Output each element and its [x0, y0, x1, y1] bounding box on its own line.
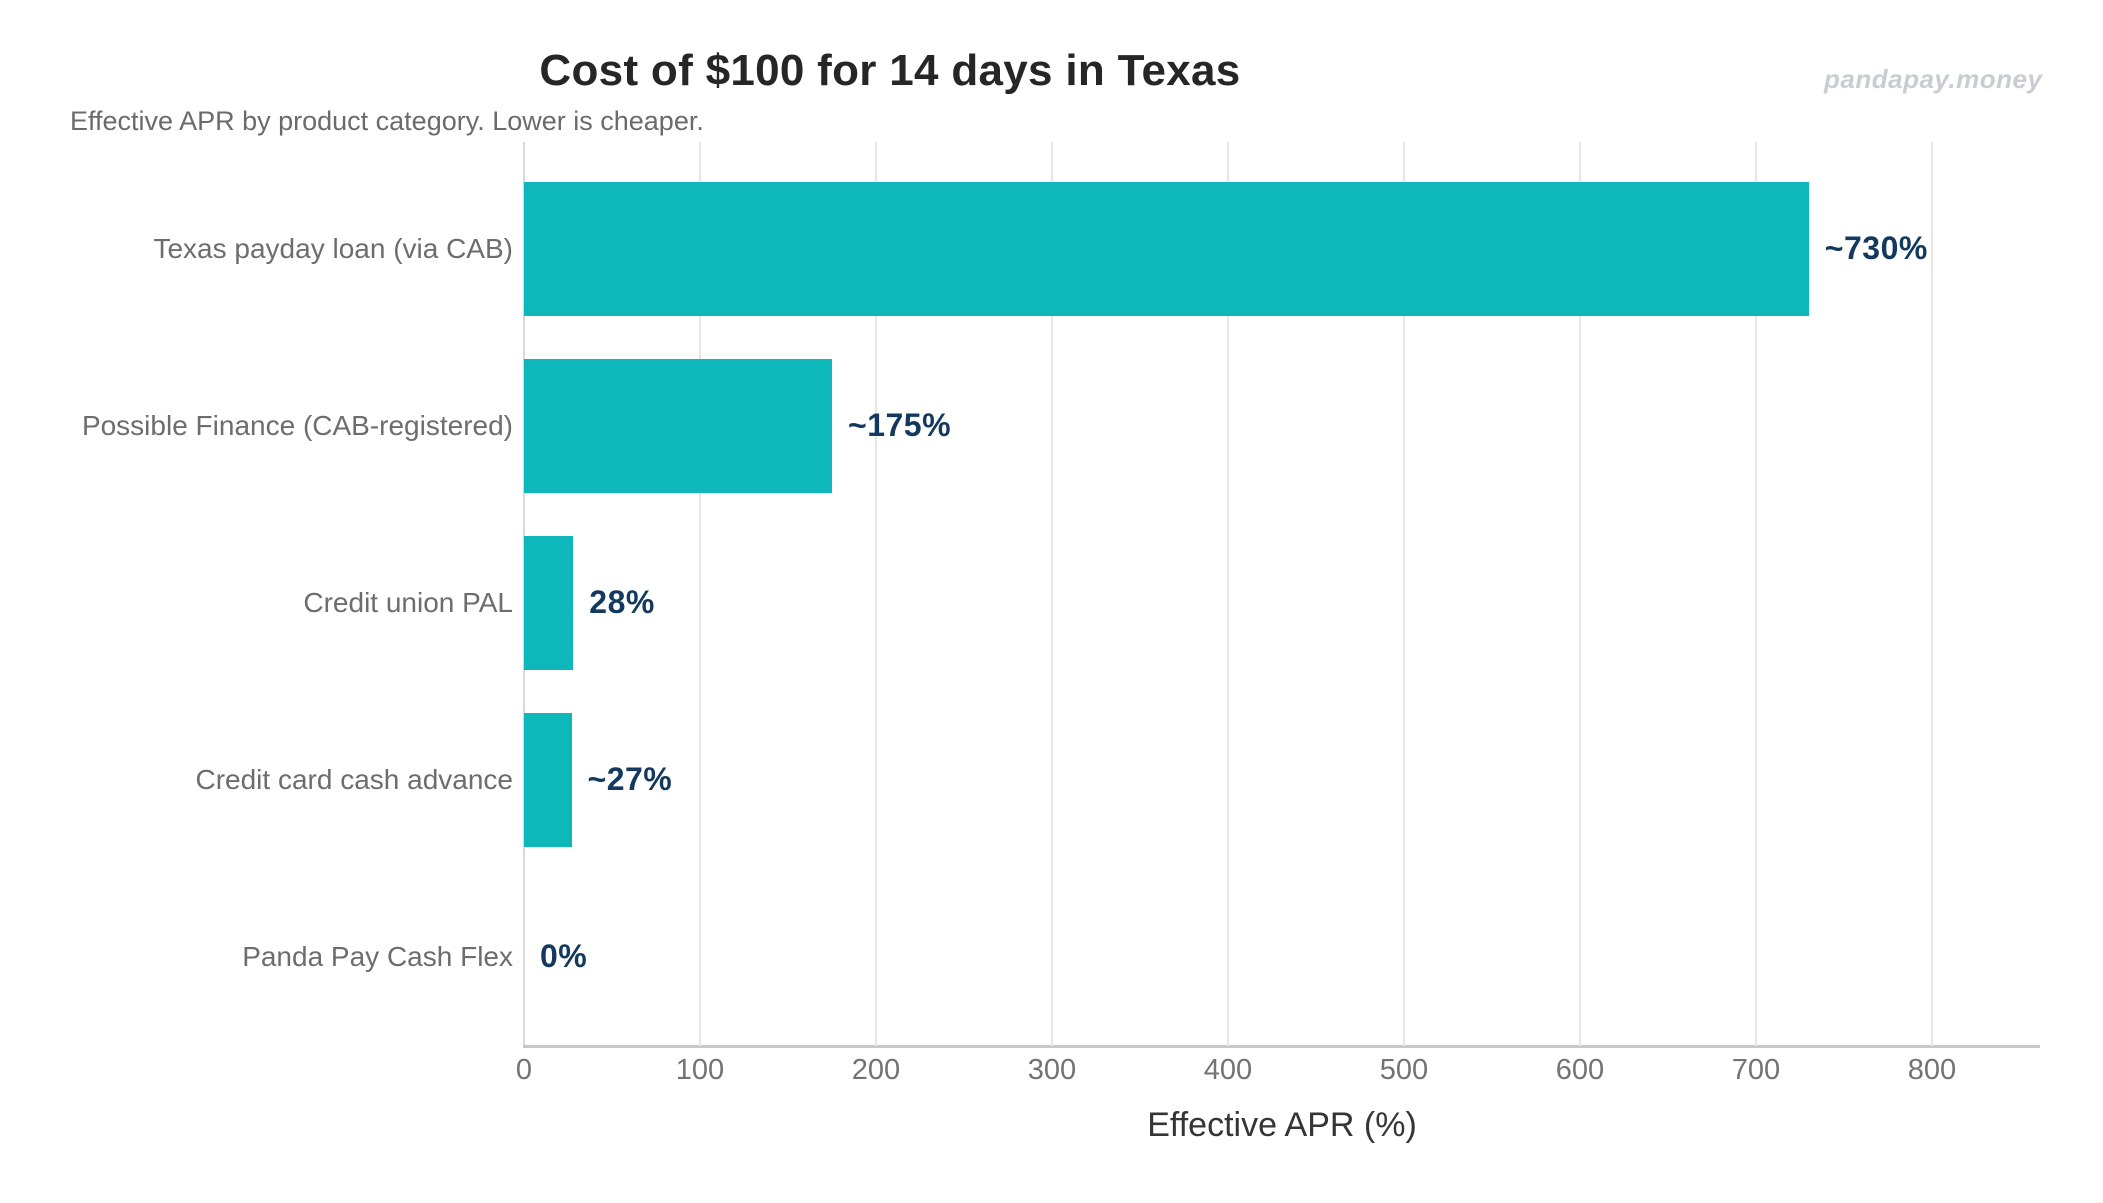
x-tick-label: 700	[1731, 1054, 1781, 1086]
value-label: ~175%	[848, 407, 952, 443]
gridline-x-700	[1755, 142, 1757, 1046]
gridline-x-600	[1579, 142, 1581, 1046]
category-label: Texas payday loan (via CAB)	[153, 232, 513, 264]
category-label: Credit union PAL	[303, 586, 513, 618]
x-tick-label: 600	[1555, 1054, 1605, 1086]
bar	[524, 358, 832, 493]
bar	[524, 712, 572, 847]
gridline-x-200	[875, 142, 877, 1046]
value-label: ~730%	[1824, 230, 1928, 266]
x-tick-label: 400	[1203, 1054, 1253, 1086]
bar	[524, 181, 1809, 316]
gridline-x-400	[1227, 142, 1229, 1046]
gridline-x-300	[1051, 142, 1053, 1046]
value-label: 28%	[589, 584, 655, 620]
value-label: ~27%	[587, 761, 673, 797]
category-label: Credit card cash advance	[195, 763, 513, 795]
x-tick-label: 0	[515, 1054, 533, 1086]
x-tick-label: 500	[1379, 1054, 1429, 1086]
x-tick-label: 200	[851, 1054, 901, 1086]
category-label: Panda Pay Cash Flex	[242, 940, 513, 972]
x-tick-label: 800	[1907, 1054, 1957, 1086]
x-tick-label: 100	[675, 1054, 725, 1086]
chart-title: Cost of $100 for 14 days in Texas	[539, 46, 1241, 95]
x-axis-title: Effective APR (%)	[1147, 1106, 1417, 1144]
watermark-text: pandapay.money	[1824, 64, 2043, 94]
category-label: Possible Finance (CAB-registered)	[81, 409, 513, 441]
bar	[524, 535, 574, 670]
chart-subtitle: Effective APR by product category. Lower…	[70, 106, 704, 136]
gridline-x-800	[1931, 142, 1933, 1046]
value-label: 0%	[540, 938, 588, 974]
gridline-x-500	[1403, 142, 1405, 1046]
plot-area	[523, 142, 2040, 1048]
gridline-x-100	[699, 142, 701, 1046]
x-tick-label: 300	[1027, 1054, 1077, 1086]
x-axis-spine	[523, 1045, 2040, 1048]
